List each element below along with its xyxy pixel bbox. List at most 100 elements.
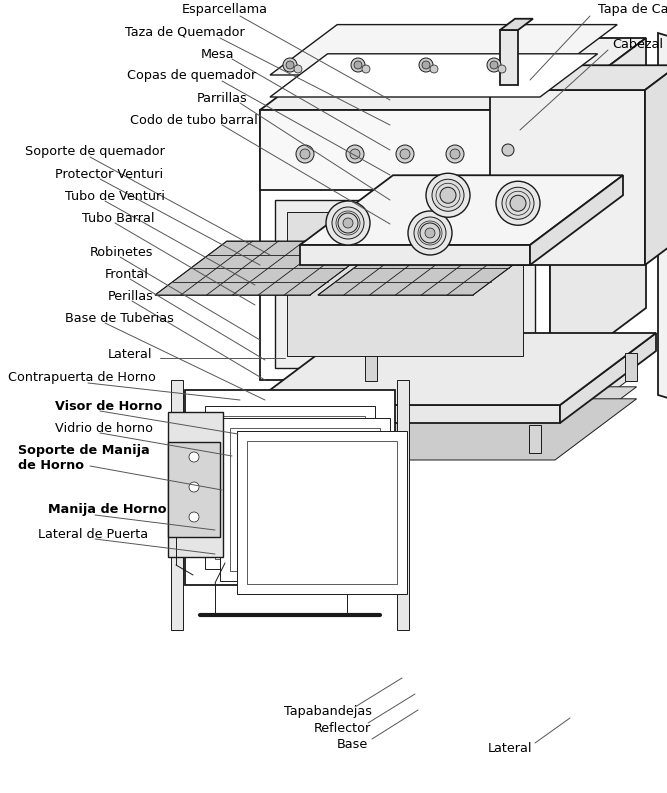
Text: Taza de Quemador: Taza de Quemador	[125, 25, 245, 39]
Circle shape	[450, 149, 460, 159]
Circle shape	[346, 145, 364, 163]
Text: Copas de quemador: Copas de quemador	[127, 70, 257, 82]
Polygon shape	[500, 19, 533, 30]
Bar	[397, 380, 409, 630]
Text: Tubo de Venturi: Tubo de Venturi	[65, 190, 165, 202]
Bar	[230, 428, 380, 571]
Polygon shape	[250, 333, 656, 405]
Text: Lateral: Lateral	[488, 741, 532, 754]
Circle shape	[351, 58, 365, 72]
Circle shape	[414, 217, 446, 249]
Circle shape	[502, 144, 514, 156]
Polygon shape	[300, 175, 623, 245]
Polygon shape	[260, 38, 646, 110]
Polygon shape	[260, 110, 550, 190]
Circle shape	[300, 149, 310, 159]
Circle shape	[294, 65, 302, 73]
Text: Mesa: Mesa	[201, 48, 235, 60]
Circle shape	[496, 182, 540, 225]
Text: Base de Tuberias: Base de Tuberias	[65, 312, 174, 324]
Circle shape	[487, 58, 501, 72]
Polygon shape	[255, 399, 636, 460]
Text: Robinetes: Robinetes	[90, 246, 153, 259]
Text: Contrapuerta de Horno: Contrapuerta de Horno	[8, 371, 156, 385]
Polygon shape	[645, 65, 667, 265]
Bar	[171, 380, 183, 630]
Bar	[529, 425, 541, 453]
Circle shape	[286, 61, 294, 69]
Polygon shape	[155, 241, 382, 295]
Circle shape	[498, 65, 506, 73]
Bar	[185, 390, 395, 585]
Polygon shape	[530, 175, 623, 265]
Polygon shape	[318, 241, 545, 295]
Bar	[215, 416, 365, 559]
Circle shape	[422, 61, 430, 69]
Bar	[205, 406, 375, 569]
Text: Tapa de Cabe: Tapa de Cabe	[598, 3, 667, 17]
Circle shape	[338, 213, 358, 233]
Text: Soporte de quemador: Soporte de quemador	[25, 145, 165, 159]
Circle shape	[326, 201, 370, 245]
Polygon shape	[270, 54, 598, 97]
Text: Manija de Horno: Manija de Horno	[48, 504, 167, 516]
Bar	[247, 441, 397, 584]
Circle shape	[189, 512, 199, 522]
Circle shape	[396, 145, 414, 163]
Polygon shape	[490, 90, 645, 265]
Text: Frontal: Frontal	[105, 267, 149, 281]
Circle shape	[362, 65, 370, 73]
Bar	[269, 425, 281, 453]
Circle shape	[420, 223, 440, 243]
Circle shape	[354, 61, 362, 69]
Circle shape	[502, 187, 534, 219]
Circle shape	[408, 211, 452, 255]
Bar	[220, 418, 390, 581]
Circle shape	[419, 58, 433, 72]
Circle shape	[425, 228, 435, 238]
Polygon shape	[255, 387, 636, 448]
Text: Protector Venturi: Protector Venturi	[55, 167, 163, 181]
Circle shape	[332, 207, 364, 239]
Text: Parrillas: Parrillas	[197, 91, 247, 105]
Polygon shape	[270, 25, 617, 75]
Text: Tapabandejas: Tapabandejas	[284, 706, 372, 718]
Bar	[237, 431, 407, 594]
Text: Vidrio de horno: Vidrio de horno	[55, 422, 153, 435]
Polygon shape	[490, 65, 667, 90]
Bar	[168, 442, 220, 537]
Circle shape	[343, 218, 353, 228]
Circle shape	[189, 482, 199, 492]
Text: Reflector: Reflector	[313, 722, 371, 734]
Polygon shape	[250, 405, 560, 423]
Circle shape	[283, 58, 297, 72]
Text: Esparcellama: Esparcellama	[182, 3, 268, 17]
Bar	[168, 412, 223, 557]
Bar	[625, 353, 637, 381]
Polygon shape	[500, 30, 518, 85]
Circle shape	[340, 215, 356, 231]
Circle shape	[446, 145, 464, 163]
Text: Tubo Barral: Tubo Barral	[82, 212, 155, 224]
Circle shape	[350, 149, 360, 159]
Polygon shape	[550, 38, 646, 380]
Text: Lateral de Puerta: Lateral de Puerta	[38, 527, 148, 541]
Bar	[287, 212, 523, 356]
Circle shape	[422, 225, 438, 241]
Text: Soporte de Manija
de Horno: Soporte de Manija de Horno	[18, 444, 150, 472]
Circle shape	[432, 179, 464, 211]
Bar	[275, 200, 535, 368]
Circle shape	[400, 149, 410, 159]
Circle shape	[490, 61, 498, 69]
Polygon shape	[255, 374, 636, 435]
Polygon shape	[658, 33, 667, 404]
Circle shape	[426, 173, 470, 217]
Circle shape	[510, 195, 526, 211]
Circle shape	[296, 145, 314, 163]
Polygon shape	[560, 333, 656, 423]
Polygon shape	[260, 110, 550, 380]
Text: Lateral: Lateral	[108, 348, 153, 362]
Circle shape	[430, 65, 438, 73]
Text: Visor de Horno: Visor de Horno	[55, 400, 162, 412]
Bar	[365, 353, 377, 381]
